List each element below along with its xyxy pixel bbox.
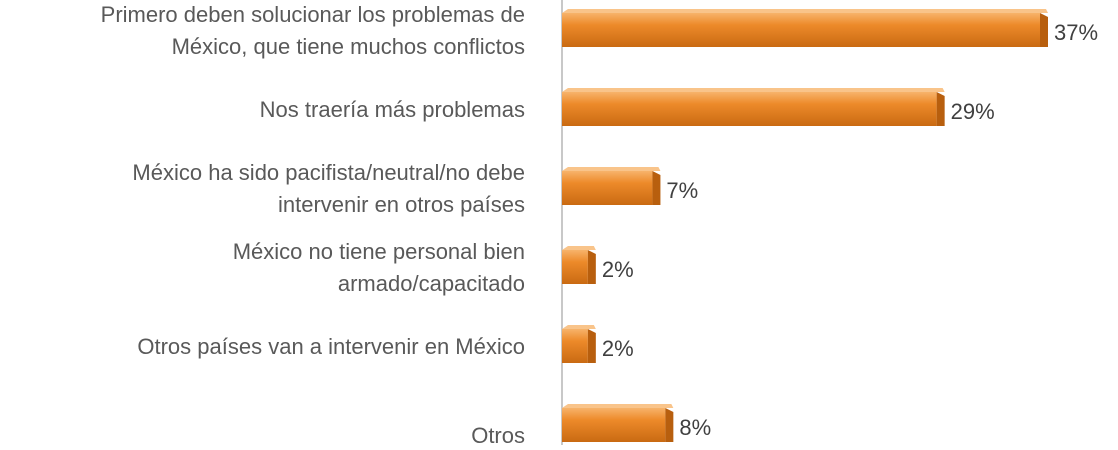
category-label: México no tiene personal bien armado/capa… [233, 239, 525, 296]
bar-end [936, 92, 945, 126]
category-label: Nos traería más problemas [260, 97, 525, 122]
bar [562, 408, 666, 442]
category-label: México ha sido pacifista/neutral/no debe… [132, 160, 525, 217]
bar [562, 92, 937, 126]
bar-end [587, 329, 596, 363]
bar-end [587, 250, 596, 284]
bar-top [562, 167, 661, 171]
bar-end [652, 171, 661, 205]
value-label: 29% [951, 99, 995, 124]
bar-top [562, 246, 596, 250]
bar [562, 250, 588, 284]
category-label: Otros [471, 423, 525, 448]
value-label: 8% [679, 415, 711, 440]
value-label: 2% [602, 257, 634, 282]
bar-top [562, 325, 596, 329]
bar [562, 329, 588, 363]
bar [562, 171, 653, 205]
bar-top [562, 9, 1048, 13]
bar [562, 13, 1040, 47]
bar-top [562, 404, 674, 408]
value-label: 2% [602, 336, 634, 361]
category-label: Primero deben solucionar los problemas d… [101, 2, 525, 59]
value-label: 37% [1054, 20, 1098, 45]
bar-end [665, 408, 674, 442]
category-label: Otros países van a intervenir en México [137, 334, 525, 359]
bar-end [1040, 13, 1048, 47]
value-label: 7% [666, 178, 698, 203]
bar-top [562, 88, 945, 92]
